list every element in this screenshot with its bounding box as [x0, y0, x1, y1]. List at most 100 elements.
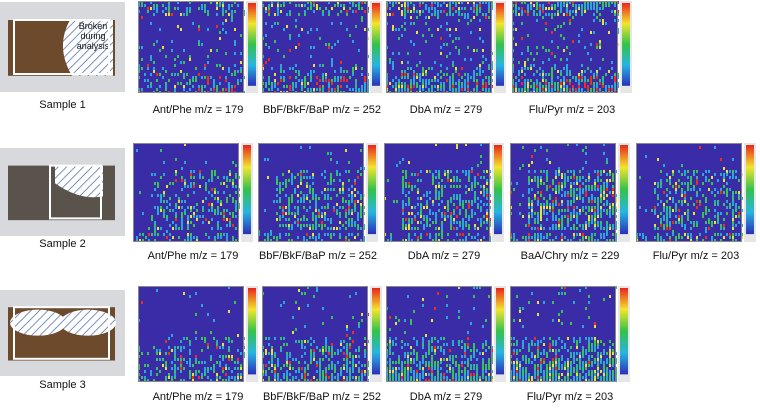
heat-pixel: [696, 179, 698, 182]
heat-pixel: [566, 88, 568, 91]
heat-pixel: [536, 70, 538, 73]
heat-pixel: [588, 364, 590, 367]
heat-pixel: [414, 206, 416, 209]
heat-pixel: [560, 25, 562, 28]
heat-pixel: [295, 328, 297, 331]
heat-pixel: [201, 361, 203, 364]
heat-pixel: [159, 73, 161, 76]
heat-pixel: [548, 7, 550, 10]
heat-pixel: [606, 352, 608, 355]
heat-pixel: [168, 7, 170, 10]
heat-pixel: [732, 176, 734, 179]
heat-pixel: [560, 79, 562, 82]
heat-pixel: [204, 64, 206, 67]
heat-pixel: [295, 46, 297, 49]
heat-pixel: [549, 233, 551, 236]
heat-pixel: [582, 149, 584, 152]
heat-pixel: [274, 373, 276, 376]
heat-pixel: [516, 349, 518, 352]
heat-pixel: [423, 227, 425, 230]
panel-caption: Ant/Phe m/z = 179: [152, 104, 244, 116]
heat-pixel: [288, 206, 290, 209]
heat-pixel: [450, 221, 452, 224]
heat-pixel: [603, 343, 605, 346]
heat-pixel: [346, 355, 348, 358]
heat-pixel: [579, 352, 581, 355]
heat-pixel: [354, 200, 356, 203]
heat-pixel: [226, 197, 228, 200]
heat-pixel: [160, 206, 162, 209]
heat-pixel: [545, 79, 547, 82]
heat-pixel: [561, 209, 563, 212]
heat-pixel: [407, 88, 409, 91]
heat-pixel: [567, 337, 569, 340]
heat-pixel: [467, 346, 469, 349]
heat-pixel: [600, 188, 602, 191]
heat-pixel: [184, 143, 186, 146]
heat-pixel: [204, 7, 206, 10]
heat-pixel: [181, 167, 183, 170]
heat-pixel: [228, 340, 230, 343]
heat-pixel: [150, 73, 152, 76]
heat-pixel: [666, 227, 668, 230]
heat-pixel: [456, 194, 458, 197]
heat-pixel: [588, 379, 590, 382]
heat-pixel: [438, 233, 440, 236]
heat-pixel: [348, 203, 350, 206]
heat-pixel: [437, 73, 439, 76]
heat-pixel: [488, 361, 490, 364]
heat-pixel: [216, 88, 218, 91]
heat-pixel: [277, 1, 279, 4]
heat-pixel: [573, 188, 575, 191]
heat-pixel: [301, 346, 303, 349]
heat-pixel: [225, 364, 227, 367]
heat-pixel: [183, 61, 185, 64]
heat-pixel: [563, 13, 565, 16]
heat-pixel: [405, 203, 407, 206]
heat-pixel: [407, 85, 409, 88]
heat-pixel: [539, 13, 541, 16]
heat-pixel: [147, 7, 149, 10]
heat-pixel: [534, 197, 536, 200]
heat-pixel: [584, 4, 586, 7]
heat-pixel: [283, 301, 285, 304]
heat-pixel: [210, 331, 212, 334]
heat-pixel: [175, 215, 177, 218]
heat-pixel: [229, 221, 231, 224]
heat-pixel: [358, 325, 360, 328]
heat-pixel: [561, 367, 563, 370]
heat-pixel: [413, 352, 415, 355]
heat-pixel: [346, 370, 348, 373]
heat-pixel: [410, 40, 412, 43]
heat-pixel: [570, 212, 572, 215]
heat-pixel: [530, 1, 532, 4]
heat-pixel: [720, 227, 722, 230]
heat-pixel: [597, 224, 599, 227]
heat-pixel: [528, 218, 530, 221]
heat-pixel: [467, 376, 469, 379]
heat-pixel: [202, 200, 204, 203]
heat-pixel: [321, 221, 323, 224]
heat-pixel: [669, 212, 671, 215]
heat-pixel: [404, 73, 406, 76]
heat-pixel: [300, 218, 302, 221]
heat-pixel: [187, 236, 189, 239]
heat-pixel: [441, 212, 443, 215]
heat-pixel: [313, 64, 315, 67]
heat-pixel: [534, 343, 536, 346]
heat-pixel: [551, 79, 553, 82]
heat-pixel: [349, 352, 351, 355]
heat-pixel: [569, 10, 571, 13]
heat-pixel: [331, 376, 333, 379]
heat-pixel: [303, 170, 305, 173]
heat-pixel: [327, 152, 329, 155]
heat-pixel: [310, 76, 312, 79]
heat-pixel: [340, 79, 342, 82]
heat-pixel: [298, 34, 300, 37]
heat-pixel: [225, 88, 227, 91]
heat-pixel: [166, 230, 168, 233]
heat-pixel: [425, 22, 427, 25]
heat-pixel: [348, 206, 350, 209]
heat-pixel: [584, 85, 586, 88]
heat-pixel: [407, 355, 409, 358]
